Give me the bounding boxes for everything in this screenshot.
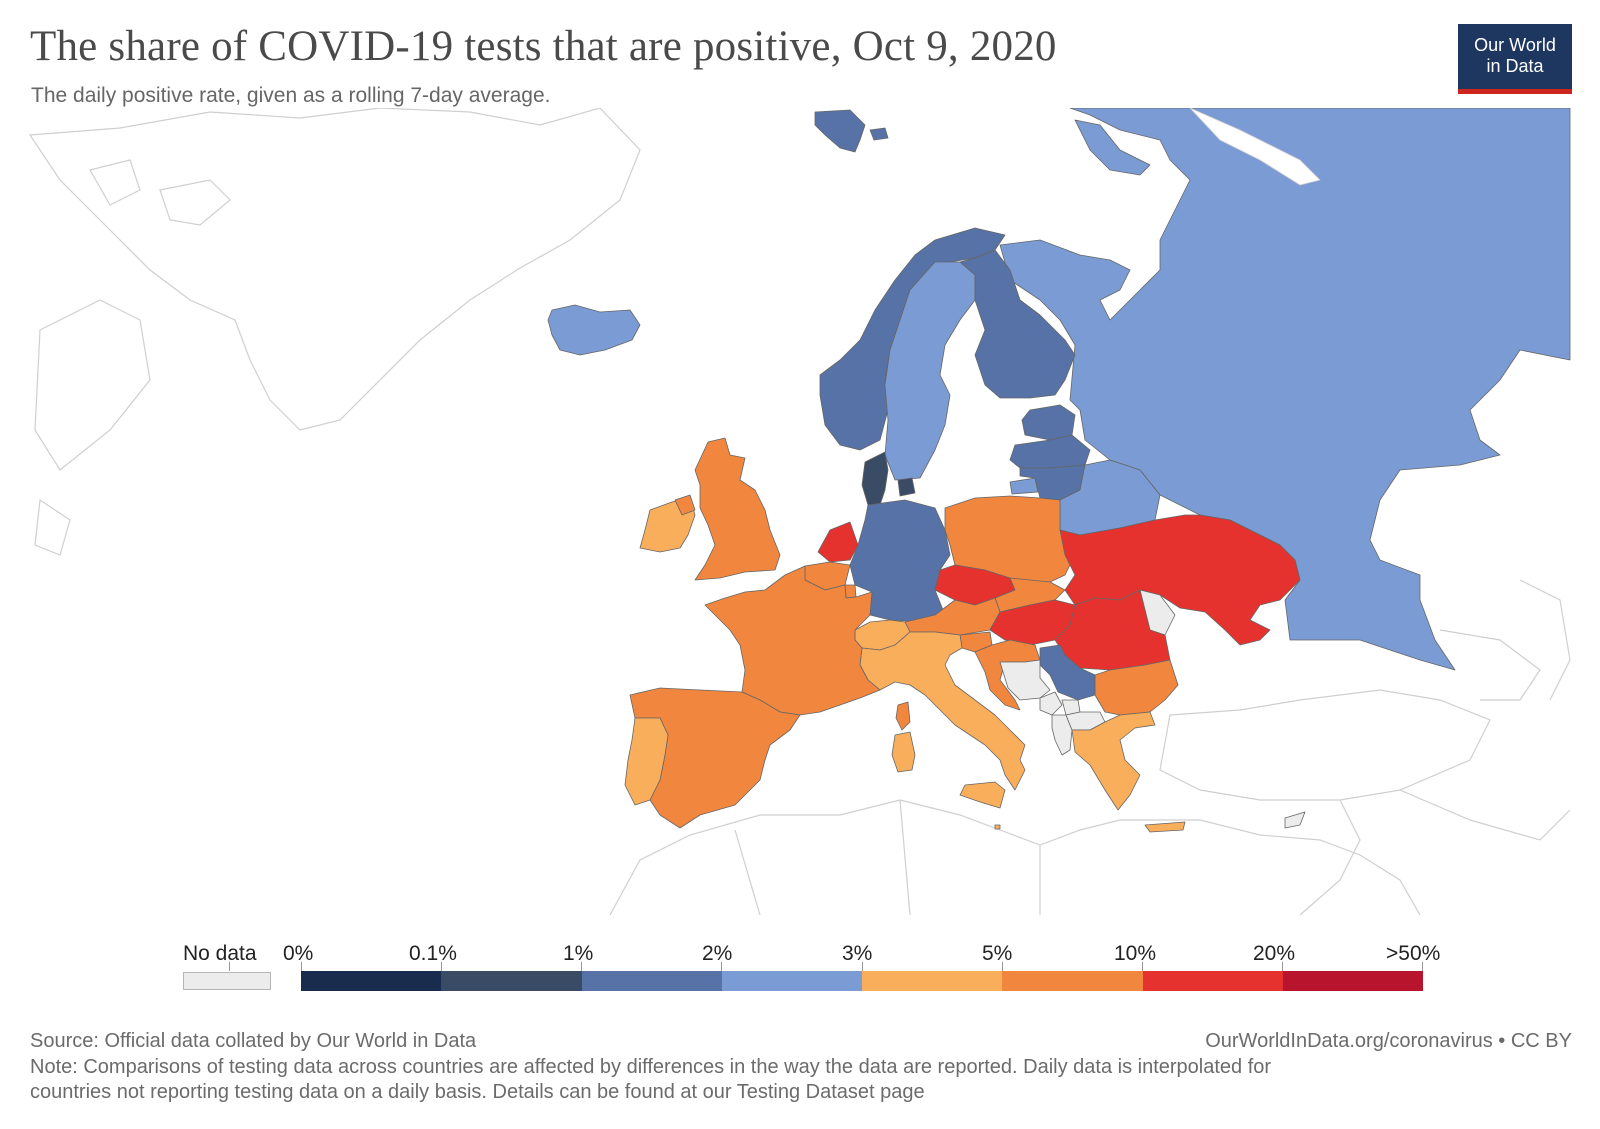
legend-tick-label: 0.1%: [409, 942, 457, 965]
legend-bin[interactable]: [301, 971, 442, 991]
caucasus-outline: [1439, 629, 1541, 701]
country-denmark-island[interactable]: [897, 477, 916, 497]
legend-tick-label: 0%: [283, 942, 314, 965]
arctic-island-outline: [34, 498, 71, 556]
legend-tick: [581, 962, 582, 971]
legend-tick: [1422, 962, 1423, 971]
legend-bin[interactable]: [1002, 971, 1143, 991]
middle-east-outline: [1299, 799, 1361, 916]
country-finland[interactable]: [959, 249, 1076, 399]
legend-tick-label: 1%: [563, 942, 594, 965]
legend-tick: [229, 962, 230, 971]
country-france-corsica[interactable]: [895, 701, 911, 731]
legend-tick: [1282, 962, 1283, 971]
legend-tick-label: 3%: [842, 942, 873, 965]
country-poland[interactable]: [944, 495, 1076, 583]
turkey-outline: [1159, 689, 1491, 801]
logo-accent-bar: [1458, 89, 1572, 94]
border-outline: [734, 829, 761, 916]
country-bulgaria[interactable]: [1094, 659, 1179, 716]
country-serbia[interactable]: [1039, 644, 1096, 701]
arctic-island-outline: [89, 159, 141, 206]
legend-tick: [721, 962, 722, 971]
legend-tick-label: 5%: [982, 942, 1013, 965]
country-bosnia[interactable]: [999, 659, 1051, 701]
legend-tick: [1002, 962, 1003, 971]
country-italy-sicily[interactable]: [959, 781, 1006, 809]
country-luxembourg[interactable]: [844, 584, 857, 599]
legend-tick: [441, 962, 442, 971]
chart-title: The share of COVID-19 tests that are pos…: [30, 23, 1057, 70]
legend-tick-label: 2%: [702, 942, 733, 965]
legend-tick: [301, 962, 302, 971]
country-russia-novaya-zemlya[interactable]: [1074, 119, 1151, 176]
country-malta[interactable]: [994, 824, 1001, 830]
country-cyprus[interactable]: [1284, 811, 1306, 829]
country-svalbard[interactable]: [814, 109, 866, 153]
greenland-outline: [28, 108, 641, 431]
country-netherlands[interactable]: [817, 521, 859, 563]
source-url-link[interactable]: OurWorldInData.org/coronavirus • CC BY: [1205, 1030, 1572, 1052]
arctic-island-outline: [159, 179, 231, 226]
country-united-kingdom[interactable]: [694, 437, 781, 581]
legend-bin[interactable]: [1142, 971, 1283, 991]
country-russia-kaliningrad[interactable]: [1009, 477, 1039, 495]
legend-no-data-swatch[interactable]: [183, 972, 271, 990]
legend-tick-label: 20%: [1253, 942, 1296, 965]
country-france[interactable]: [704, 565, 881, 716]
note-text-line-2: countries not reporting testing data on …: [30, 1081, 925, 1103]
country-iceland[interactable]: [547, 304, 641, 356]
legend-tick: [1142, 962, 1143, 971]
chart-subtitle: The daily positive rate, given as a roll…: [31, 84, 551, 107]
logo-line-1: Our World: [1474, 35, 1556, 55]
country-svalbard-islet[interactable]: [869, 127, 889, 141]
country-russia-kola-notch: [1189, 108, 1321, 186]
country-italy-sardinia[interactable]: [891, 731, 916, 773]
owid-logo[interactable]: Our World in Data: [1458, 24, 1572, 94]
border-outline: [899, 799, 911, 916]
country-greece-crete[interactable]: [1144, 821, 1186, 833]
country-denmark[interactable]: [861, 451, 889, 506]
country-montenegro[interactable]: [1039, 691, 1063, 716]
legend-bin[interactable]: [581, 971, 722, 991]
source-text: Source: Official data collated by Our Wo…: [30, 1030, 477, 1052]
country-shapes: [547, 108, 1571, 833]
legend-tick: [862, 962, 863, 971]
legend-bin[interactable]: [721, 971, 862, 991]
legend-bin[interactable]: [441, 971, 582, 991]
country-estonia[interactable]: [1021, 404, 1076, 441]
legend-tick-label: >50%: [1386, 942, 1441, 965]
legend-bin[interactable]: [862, 971, 1003, 991]
arctic-island-outline: [34, 299, 151, 471]
country-italy[interactable]: [859, 631, 1026, 791]
middle-east-outline: [1399, 789, 1571, 841]
legend-color-scale: [301, 971, 1423, 991]
background-outlines: [28, 108, 1571, 916]
legend-tick-label: 10%: [1114, 942, 1157, 965]
country-latvia[interactable]: [1009, 434, 1091, 469]
country-portugal[interactable]: [624, 717, 669, 806]
choropleth-map: [28, 108, 1571, 916]
legend-no-data-label: No data: [183, 942, 257, 965]
country-uk-northern-ireland[interactable]: [674, 494, 696, 516]
legend-bin[interactable]: [1282, 971, 1423, 991]
logo-line-2: in Data: [1486, 56, 1544, 76]
country-greece[interactable]: [1071, 711, 1156, 811]
note-text-line-1: Note: Comparisons of testing data across…: [30, 1056, 1272, 1078]
caspian-outline: [1519, 579, 1571, 701]
